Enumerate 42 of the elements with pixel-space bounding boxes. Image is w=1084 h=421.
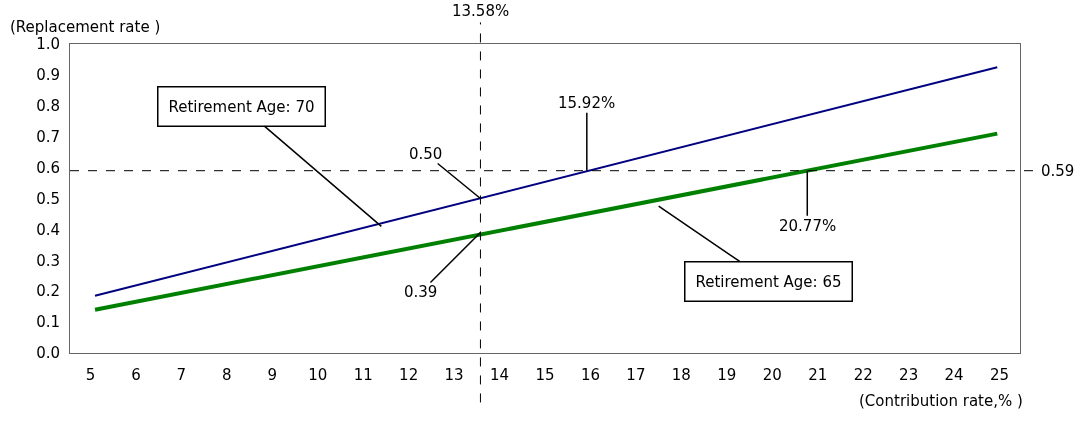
y-tick-label: 0.1 xyxy=(36,313,60,332)
annotation: 20.77% xyxy=(779,217,837,235)
annotation: 0.39 xyxy=(404,283,438,301)
x-tick-label: 13 xyxy=(444,366,464,384)
y-tick-label: 0.4 xyxy=(36,220,60,239)
x-tick-label: 21 xyxy=(808,366,828,384)
x-tick-label: 9 xyxy=(267,366,278,384)
x-tick-label: 22 xyxy=(853,366,873,384)
x-tick-label: 23 xyxy=(899,366,919,384)
x-tick-label: 16 xyxy=(580,366,600,384)
x-tick-label: 10 xyxy=(308,366,328,384)
annotation: Retirement Age: 65 xyxy=(695,272,842,291)
x-tick-label: 19 xyxy=(717,366,737,384)
y-tick-label: 0.0 xyxy=(36,344,60,363)
x-tick-label: 6 xyxy=(131,366,141,384)
x-tick-label: 17 xyxy=(626,366,646,384)
x-axis-title: (Contribution rate,% ) xyxy=(859,392,1023,410)
x-tick-label: 25 xyxy=(990,366,1010,384)
x-tick-label: 5 xyxy=(85,366,96,384)
x-tick-label: 7 xyxy=(176,366,187,384)
x-tick-label: 18 xyxy=(671,366,691,384)
x-tick-label: 11 xyxy=(353,366,373,384)
ref-line-label: 13.58% xyxy=(452,2,510,20)
y-tick-label: 0.8 xyxy=(36,97,60,116)
y-tick-label: 0.5 xyxy=(36,189,60,208)
y-tick-label: 0.6 xyxy=(36,158,60,177)
annotation: 15.92% xyxy=(558,94,616,112)
x-tick-label: 24 xyxy=(944,366,964,384)
x-tick-label: 8 xyxy=(222,366,232,384)
annotation: Retirement Age: 70 xyxy=(168,97,315,116)
ref-line-label: 0.59 xyxy=(1041,162,1075,180)
y-tick-label: 0.3 xyxy=(36,251,60,270)
y-tick-label: 0.9 xyxy=(36,66,60,85)
y-tick-label: 0.7 xyxy=(36,127,60,146)
annotation: 0.50 xyxy=(409,145,443,163)
x-tick-label: 15 xyxy=(535,366,555,384)
x-tick-label: 12 xyxy=(399,366,419,384)
y-axis-title: (Replacement rate ) xyxy=(10,18,161,36)
y-tick-label: 0.2 xyxy=(36,282,60,301)
x-tick-label: 20 xyxy=(762,366,782,384)
x-tick-label: 14 xyxy=(490,366,510,384)
y-tick-label: 1.0 xyxy=(36,35,60,54)
